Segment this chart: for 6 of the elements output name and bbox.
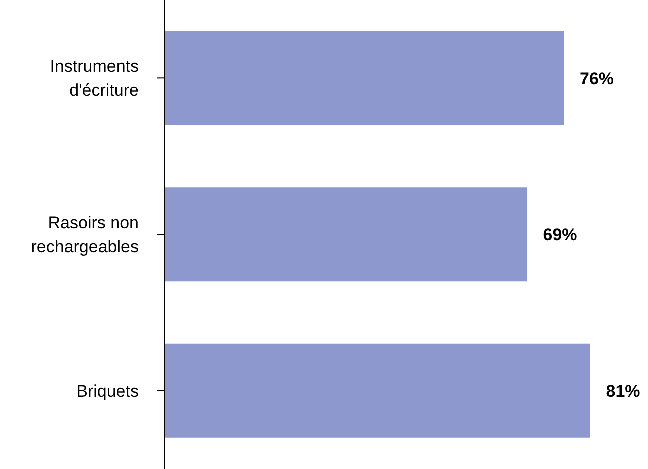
y-tick-label: Briquets	[76, 381, 139, 400]
y-tick-label: Instruments d'écriture	[50, 56, 139, 100]
data-label: 81%	[606, 382, 640, 401]
y-tick-label: Rasoirs non rechargeables	[31, 213, 139, 256]
data-label: 76%	[580, 69, 614, 88]
data-label: 69%	[543, 226, 578, 245]
